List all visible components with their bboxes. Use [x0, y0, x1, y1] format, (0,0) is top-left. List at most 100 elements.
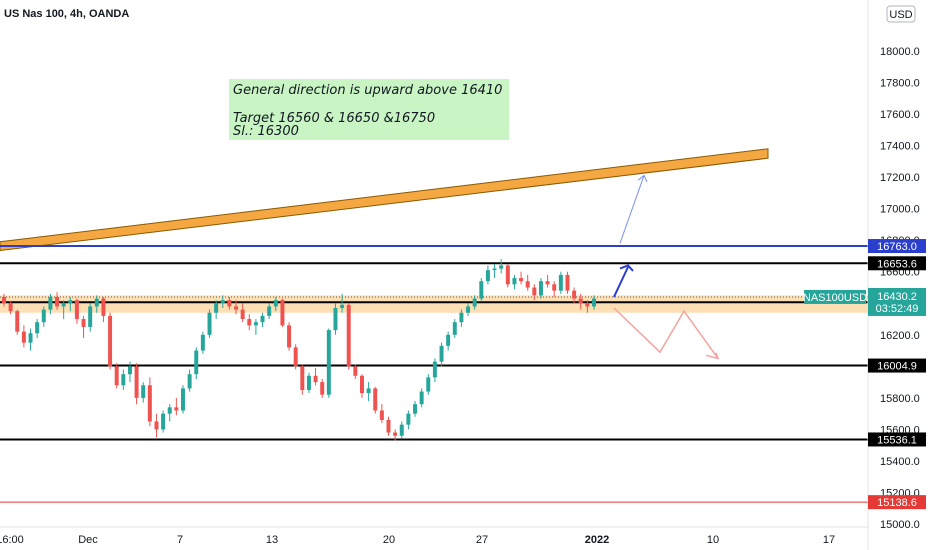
price-axis[interactable]: 15000.015200.015400.015600.015800.016000…	[867, 0, 932, 550]
candle-body	[512, 278, 517, 285]
candle-body	[207, 312, 212, 335]
candle-body	[366, 388, 371, 394]
candle-body	[35, 322, 40, 334]
candle-body	[167, 407, 172, 414]
candle-body	[68, 300, 73, 304]
candle-body	[74, 300, 79, 320]
price-tags-layer: 16763.016653.616406.216004.915536.115138…	[803, 239, 926, 510]
level-price-label: 15536.1	[877, 434, 917, 446]
candle-body	[15, 311, 20, 332]
y-tick-label: 17000.0	[880, 204, 920, 216]
symbol-tag	[804, 289, 866, 304]
candle-body	[538, 281, 543, 296]
y-tick-label: 18000.0	[880, 46, 920, 58]
candle-body	[552, 284, 557, 291]
candle-body	[472, 298, 477, 307]
y-tick-label: 17800.0	[880, 78, 920, 90]
candle-body	[466, 306, 471, 313]
currency-label: USD	[889, 9, 912, 21]
candle-body	[452, 322, 457, 335]
candle-body	[446, 334, 451, 346]
candle-body	[326, 330, 331, 395]
bearish-arrow-head	[705, 352, 720, 360]
time-axis[interactable]: 16:00 Dec 7 13 20 27 2022 10 17	[0, 526, 868, 546]
candle-body	[499, 265, 504, 269]
rising-channel	[0, 148, 769, 251]
candle-body	[127, 366, 132, 375]
symbol-label: NAS100USD	[803, 292, 867, 304]
candle-body	[492, 268, 497, 271]
level-price-tag	[868, 495, 926, 510]
annotation-line-2: Target 16560 & 16650 &16750	[233, 111, 435, 126]
candle-body	[287, 325, 292, 348]
candle-body	[359, 375, 364, 394]
x-tick-label: 16:00	[0, 534, 24, 546]
candle-body	[306, 375, 311, 390]
candle-body	[519, 278, 524, 282]
candle-body	[194, 350, 199, 375]
candles-layer	[2, 259, 596, 441]
candle-body	[88, 306, 93, 327]
candle-body	[55, 296, 60, 307]
candle-body	[545, 281, 550, 285]
candle-body	[181, 388, 185, 411]
candle-body	[426, 377, 431, 392]
level-lines-layer	[0, 245, 868, 503]
level-price-tag	[868, 256, 926, 271]
currency-button[interactable]: USD	[886, 5, 916, 23]
x-tick-label: 20	[383, 534, 395, 546]
level-price-label: 16763.0	[877, 241, 917, 253]
candle-body	[280, 300, 285, 326]
candle-body	[81, 319, 86, 327]
y-tick-label: 17600.0	[880, 109, 920, 121]
candle-body	[121, 374, 126, 386]
chart-title: US Nas 100, 4h, OANDA	[4, 8, 129, 20]
candle-body	[174, 407, 179, 411]
x-tick-label: 27	[476, 534, 488, 546]
candle-body	[525, 281, 530, 288]
bullish-arrow	[613, 266, 629, 298]
candle-body	[240, 309, 245, 320]
y-tick-label: 16200.0	[880, 330, 920, 342]
x-tick-label: 10	[707, 534, 719, 546]
candle-body	[399, 424, 404, 436]
target-arrow-head	[637, 174, 648, 183]
candle-body	[320, 382, 325, 395]
candle-body	[114, 366, 119, 386]
candle-body	[532, 287, 537, 296]
candle-body	[21, 331, 26, 343]
candle-body	[432, 361, 437, 378]
candle-body	[300, 366, 305, 390]
candle-body	[247, 319, 252, 326]
candle-body	[585, 303, 590, 307]
support-band-layer	[0, 295, 868, 313]
candle-body	[108, 315, 113, 367]
level-price-tag	[868, 432, 926, 447]
candle-body	[558, 274, 563, 291]
candle-body	[227, 300, 232, 307]
candle-body	[439, 345, 444, 362]
candle-body	[61, 303, 66, 307]
candle-body	[505, 265, 510, 285]
candle-body	[273, 300, 278, 307]
y-tick-label: 15400.0	[880, 456, 920, 468]
candle-body	[220, 300, 225, 304]
level-price-tag	[868, 239, 926, 254]
candle-body	[353, 366, 358, 376]
annotation-line-3: Sl.: 16300	[233, 124, 299, 139]
candle-body	[260, 315, 265, 323]
x-tick-label: 17	[823, 534, 835, 546]
target-arrow	[619, 175, 645, 244]
x-tick-label: 2022	[585, 534, 609, 546]
bullish-arrow-head	[619, 264, 634, 272]
candle-body	[479, 281, 484, 299]
annotation-box[interactable]: General direction is upward above 16410 …	[229, 79, 509, 140]
x-tick-label: 13	[266, 534, 278, 546]
candle-body	[94, 298, 99, 307]
candle-body	[333, 307, 338, 331]
bearish-path	[613, 307, 719, 359]
candle-body	[253, 322, 258, 326]
candle-body	[8, 303, 13, 312]
projection-arrows-layer	[613, 174, 720, 360]
